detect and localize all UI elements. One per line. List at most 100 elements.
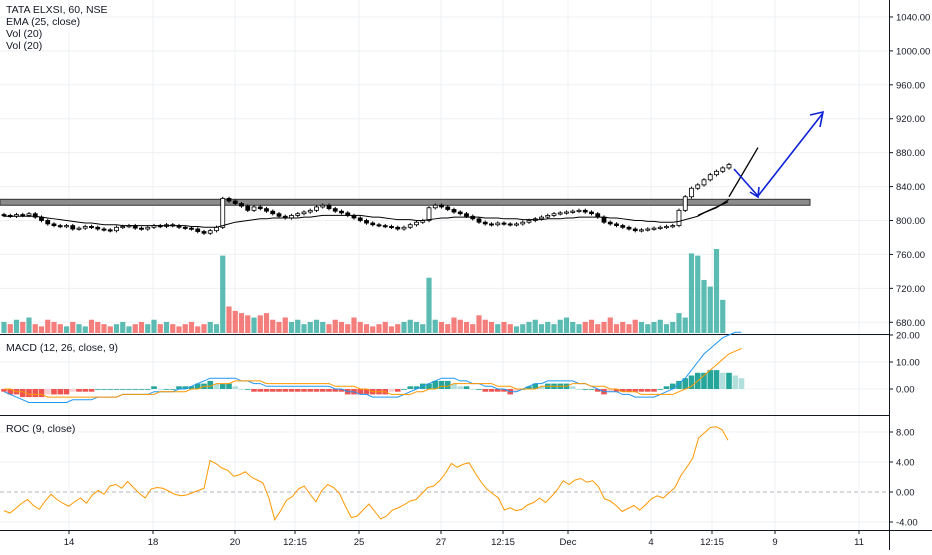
candle-body xyxy=(557,212,563,215)
candle-body xyxy=(26,213,32,216)
roc-title[interactable]: ROC (9, close) xyxy=(6,423,76,435)
macd-histogram-bar xyxy=(182,386,189,389)
volume-bar xyxy=(576,324,582,333)
volume-bar xyxy=(307,321,313,333)
macd-histogram-bar xyxy=(251,389,257,392)
volume-bar xyxy=(626,324,632,333)
volume-bar xyxy=(513,326,520,333)
macd-histogram-bar xyxy=(19,389,26,398)
volume-bar xyxy=(351,317,357,333)
volume-bar xyxy=(295,319,301,333)
candle-body xyxy=(82,226,88,229)
time-tick-label: 14 xyxy=(64,537,75,548)
volume-bar xyxy=(557,319,563,333)
candle-body xyxy=(657,226,663,229)
candle-body xyxy=(482,221,488,225)
volume-bar xyxy=(463,321,470,333)
macd-histogram-bar xyxy=(682,378,689,389)
candle-body xyxy=(589,211,594,215)
macd-histogram-bar xyxy=(726,372,732,389)
macd-histogram-bar xyxy=(463,386,470,389)
volume-legend-2[interactable]: Vol (20) xyxy=(6,40,43,52)
arrowhead-up xyxy=(809,110,825,128)
macd-histogram-bar xyxy=(438,380,445,389)
candle-body xyxy=(451,209,457,213)
ema-legend[interactable]: EMA (25, close) xyxy=(6,16,81,28)
candle-body xyxy=(564,211,569,214)
macd-histogram-bar xyxy=(319,389,326,392)
candle-body xyxy=(51,223,57,226)
time-tick-label: 20 xyxy=(230,537,241,548)
volume-bar xyxy=(438,321,445,333)
volume-bar xyxy=(145,324,151,333)
candle-body xyxy=(714,170,719,176)
macd-histogram-bar xyxy=(238,389,245,390)
macd-histogram-bar xyxy=(713,370,720,389)
macd-histogram-bar xyxy=(457,386,464,389)
volume-bar xyxy=(476,315,482,333)
macd-histogram-bar xyxy=(663,386,670,389)
candle-body xyxy=(707,174,713,181)
macd-histogram-bar xyxy=(207,380,214,389)
time-tick-label: Dec xyxy=(560,537,577,548)
arrowhead-down xyxy=(749,186,760,199)
volume-bar xyxy=(538,324,545,333)
volume-bar xyxy=(657,319,663,333)
macd-tick-label: 0.00 xyxy=(896,385,915,396)
volume-bar xyxy=(707,286,713,333)
volume-bar xyxy=(470,324,476,333)
candle-body xyxy=(239,203,244,207)
time-tick-label: 25 xyxy=(354,537,365,548)
roc-tick-label: 0.00 xyxy=(896,488,915,499)
candle-body xyxy=(526,220,532,223)
volume-bar xyxy=(345,324,351,333)
candle-body xyxy=(582,209,588,213)
macd-histogram-bar xyxy=(357,389,364,395)
macd-histogram-bar xyxy=(413,386,420,389)
candle-body xyxy=(382,225,388,228)
candle-body xyxy=(314,206,319,211)
roc-tick-label: -4.00 xyxy=(896,518,918,529)
candle-body xyxy=(507,223,513,226)
candle-body xyxy=(389,226,394,229)
candle-body xyxy=(689,187,694,198)
volume-bar xyxy=(151,319,157,333)
candle-body xyxy=(495,222,501,226)
candle-body xyxy=(326,204,332,210)
macd-tick-label: 10.00 xyxy=(896,358,920,369)
macd-histogram-bar xyxy=(576,389,582,390)
volume-bar xyxy=(595,324,601,333)
volume-bar xyxy=(601,321,607,333)
candle-body xyxy=(595,213,601,218)
macd-histogram-bar xyxy=(582,389,589,390)
symbol-title[interactable]: TATA ELXSI, 60, NSE xyxy=(6,4,108,16)
resistance-zone xyxy=(0,198,811,206)
volume-bar xyxy=(201,324,207,333)
candle-body xyxy=(270,210,276,215)
volume-bar xyxy=(70,321,76,333)
volume-bar xyxy=(570,321,576,333)
volume-bar xyxy=(407,319,413,333)
time-tick-label: 9 xyxy=(772,537,777,548)
macd-histogram-bar xyxy=(276,389,282,392)
candle-body xyxy=(701,179,707,186)
candle-body xyxy=(726,164,732,169)
macd-title[interactable]: MACD (12, 26, close, 9) xyxy=(6,342,119,354)
volume-bar xyxy=(120,321,126,333)
macd-histogram-bar xyxy=(613,389,620,392)
candle-body xyxy=(464,213,469,217)
candle-body xyxy=(245,205,251,211)
candle-body xyxy=(107,229,113,232)
volume-bar xyxy=(276,321,282,333)
candle-body xyxy=(264,208,269,212)
macd-histogram-bar xyxy=(532,383,539,389)
volume-bar xyxy=(107,326,113,333)
candle-body xyxy=(695,184,701,189)
macd-legend: MACD (12, 26, close, 9) xyxy=(6,342,118,354)
volume-bar xyxy=(338,321,345,333)
volume-bar xyxy=(676,313,682,333)
volume-legend-1[interactable]: Vol (20) xyxy=(6,28,43,40)
price-tick-label: 680.00 xyxy=(896,318,925,329)
